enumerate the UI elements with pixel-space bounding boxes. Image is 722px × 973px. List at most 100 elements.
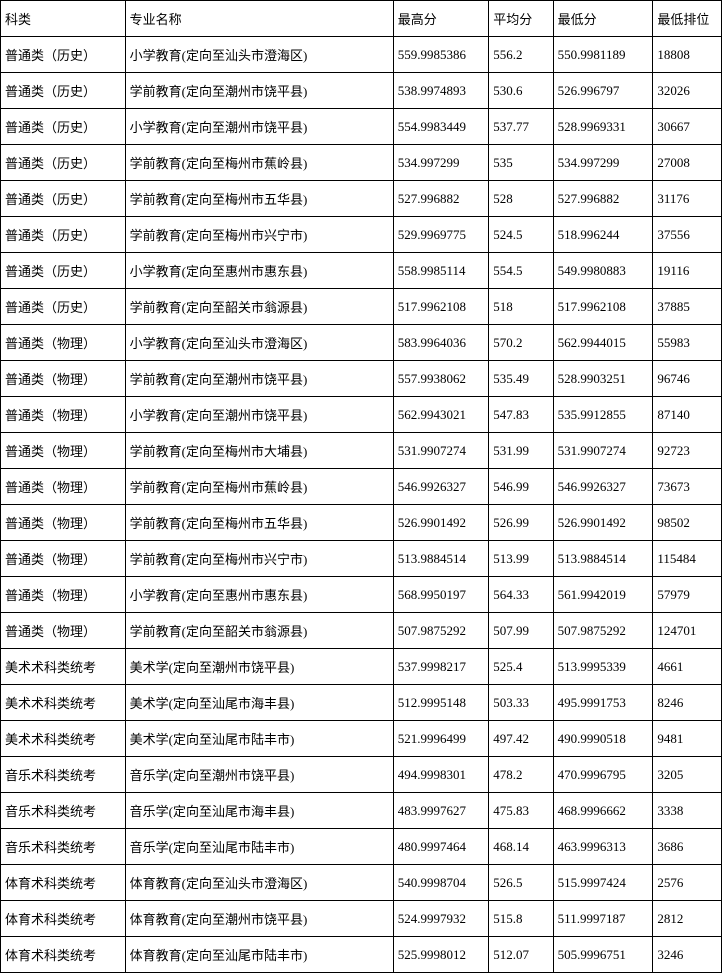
table-cell: 529.9969775 <box>393 217 489 253</box>
table-cell: 115484 <box>653 541 722 577</box>
table-cell: 普通类（历史） <box>1 181 126 217</box>
table-cell: 3205 <box>653 757 722 793</box>
table-row: 音乐术科类统考音乐学(定向至汕尾市陆丰市)480.9997464468.1446… <box>1 829 722 865</box>
table-row: 普通类（物理）学前教育(定向至梅州市大埔县)531.9907274531.995… <box>1 433 722 469</box>
table-cell: 普通类（历史） <box>1 289 126 325</box>
table-row: 美术术科类统考美术学(定向至汕尾市海丰县)512.9995148503.3349… <box>1 685 722 721</box>
table-cell: 528 <box>489 181 553 217</box>
table-cell: 507.9875292 <box>553 613 653 649</box>
col-header-category: 科类 <box>1 1 126 37</box>
table-cell: 普通类（历史） <box>1 73 126 109</box>
table-cell: 小学教育(定向至潮州市饶平县) <box>125 397 393 433</box>
table-cell: 普通类（物理） <box>1 325 126 361</box>
table-cell: 2576 <box>653 865 722 901</box>
table-cell: 549.9980883 <box>553 253 653 289</box>
table-cell: 小学教育(定向至惠州市惠东县) <box>125 577 393 613</box>
table-cell: 530.6 <box>489 73 553 109</box>
table-row: 音乐术科类统考音乐学(定向至潮州市饶平县)494.9998301478.2470… <box>1 757 722 793</box>
table-cell: 517.9962108 <box>393 289 489 325</box>
table-cell: 音乐术科类统考 <box>1 793 126 829</box>
col-header-max: 最高分 <box>393 1 489 37</box>
table-row: 普通类（物理）学前教育(定向至梅州市兴宁市)513.9884514513.995… <box>1 541 722 577</box>
table-cell: 普通类（物理） <box>1 361 126 397</box>
table-cell: 4661 <box>653 649 722 685</box>
col-header-min: 最低分 <box>553 1 653 37</box>
table-cell: 583.9964036 <box>393 325 489 361</box>
table-cell: 体育术科类统考 <box>1 901 126 937</box>
table-cell: 468.9996662 <box>553 793 653 829</box>
table-cell: 学前教育(定向至梅州市大埔县) <box>125 433 393 469</box>
table-cell: 517.9962108 <box>553 289 653 325</box>
table-cell: 学前教育(定向至梅州市蕉岭县) <box>125 469 393 505</box>
table-cell: 学前教育(定向至梅州市兴宁市) <box>125 541 393 577</box>
table-cell: 528.9903251 <box>553 361 653 397</box>
table-cell: 普通类（物理） <box>1 505 126 541</box>
header-row: 科类 专业名称 最高分 平均分 最低分 最低排位 <box>1 1 722 37</box>
table-cell: 513.9995339 <box>553 649 653 685</box>
table-row: 普通类（历史）小学教育(定向至潮州市饶平县)554.9983449537.775… <box>1 109 722 145</box>
table-cell: 小学教育(定向至汕头市澄海区) <box>125 325 393 361</box>
table-cell: 32026 <box>653 73 722 109</box>
table-row: 普通类（历史）学前教育(定向至梅州市兴宁市)529.9969775524.551… <box>1 217 722 253</box>
table-cell: 3246 <box>653 937 722 973</box>
table-cell: 527.996882 <box>553 181 653 217</box>
table-cell: 562.9944015 <box>553 325 653 361</box>
table-cell: 美术术科类统考 <box>1 685 126 721</box>
table-cell: 511.9997187 <box>553 901 653 937</box>
table-cell: 92723 <box>653 433 722 469</box>
table-cell: 535.49 <box>489 361 553 397</box>
table-cell: 463.9996313 <box>553 829 653 865</box>
table-cell: 普通类（物理） <box>1 469 126 505</box>
table-cell: 468.14 <box>489 829 553 865</box>
table-cell: 学前教育(定向至韶关市翁源县) <box>125 613 393 649</box>
table-cell: 普通类（历史） <box>1 109 126 145</box>
table-cell: 518 <box>489 289 553 325</box>
table-cell: 美术学(定向至汕尾市陆丰市) <box>125 721 393 757</box>
table-cell: 87140 <box>653 397 722 433</box>
table-cell: 497.42 <box>489 721 553 757</box>
table-cell: 普通类（物理） <box>1 541 126 577</box>
table-cell: 494.9998301 <box>393 757 489 793</box>
table-cell: 478.2 <box>489 757 553 793</box>
table-cell: 564.33 <box>489 577 553 613</box>
table-cell: 559.9985386 <box>393 37 489 73</box>
table-cell: 513.99 <box>489 541 553 577</box>
table-cell: 31176 <box>653 181 722 217</box>
table-cell: 495.9991753 <box>553 685 653 721</box>
table-cell: 515.8 <box>489 901 553 937</box>
table-cell: 507.9875292 <box>393 613 489 649</box>
table-cell: 体育教育(定向至潮州市饶平县) <box>125 901 393 937</box>
table-row: 普通类（物理）小学教育(定向至汕头市澄海区)583.9964036570.256… <box>1 325 722 361</box>
table-cell: 527.996882 <box>393 181 489 217</box>
table-cell: 535.9912855 <box>553 397 653 433</box>
table-cell: 512.9995148 <box>393 685 489 721</box>
table-cell: 30667 <box>653 109 722 145</box>
table-cell: 普通类（历史） <box>1 217 126 253</box>
table-cell: 562.9943021 <box>393 397 489 433</box>
table-cell: 521.9996499 <box>393 721 489 757</box>
table-row: 体育术科类统考体育教育(定向至汕尾市陆丰市)525.9998012512.075… <box>1 937 722 973</box>
table-cell: 525.4 <box>489 649 553 685</box>
table-cell: 体育教育(定向至汕头市澄海区) <box>125 865 393 901</box>
table-cell: 学前教育(定向至梅州市五华县) <box>125 505 393 541</box>
table-row: 普通类（物理）学前教育(定向至梅州市蕉岭县)546.9926327546.995… <box>1 469 722 505</box>
table-cell: 3686 <box>653 829 722 865</box>
table-cell: 8246 <box>653 685 722 721</box>
table-cell: 体育术科类统考 <box>1 937 126 973</box>
table-row: 普通类（物理）学前教育(定向至韶关市翁源县)507.9875292507.995… <box>1 613 722 649</box>
table-row: 普通类（历史）小学教育(定向至汕头市澄海区)559.9985386556.255… <box>1 37 722 73</box>
table-cell: 普通类（物理） <box>1 433 126 469</box>
table-row: 普通类（物理）小学教育(定向至潮州市饶平县)562.9943021547.835… <box>1 397 722 433</box>
table-cell: 503.33 <box>489 685 553 721</box>
table-header: 科类 专业名称 最高分 平均分 最低分 最低排位 <box>1 1 722 37</box>
table-cell: 513.9884514 <box>393 541 489 577</box>
table-cell: 537.77 <box>489 109 553 145</box>
table-cell: 普通类（物理） <box>1 577 126 613</box>
table-cell: 37556 <box>653 217 722 253</box>
table-row: 普通类（历史）小学教育(定向至惠州市惠东县)558.9985114554.554… <box>1 253 722 289</box>
table-cell: 美术学(定向至潮州市饶平县) <box>125 649 393 685</box>
table-cell: 3338 <box>653 793 722 829</box>
table-cell: 528.9969331 <box>553 109 653 145</box>
table-cell: 475.83 <box>489 793 553 829</box>
table-cell: 98502 <box>653 505 722 541</box>
